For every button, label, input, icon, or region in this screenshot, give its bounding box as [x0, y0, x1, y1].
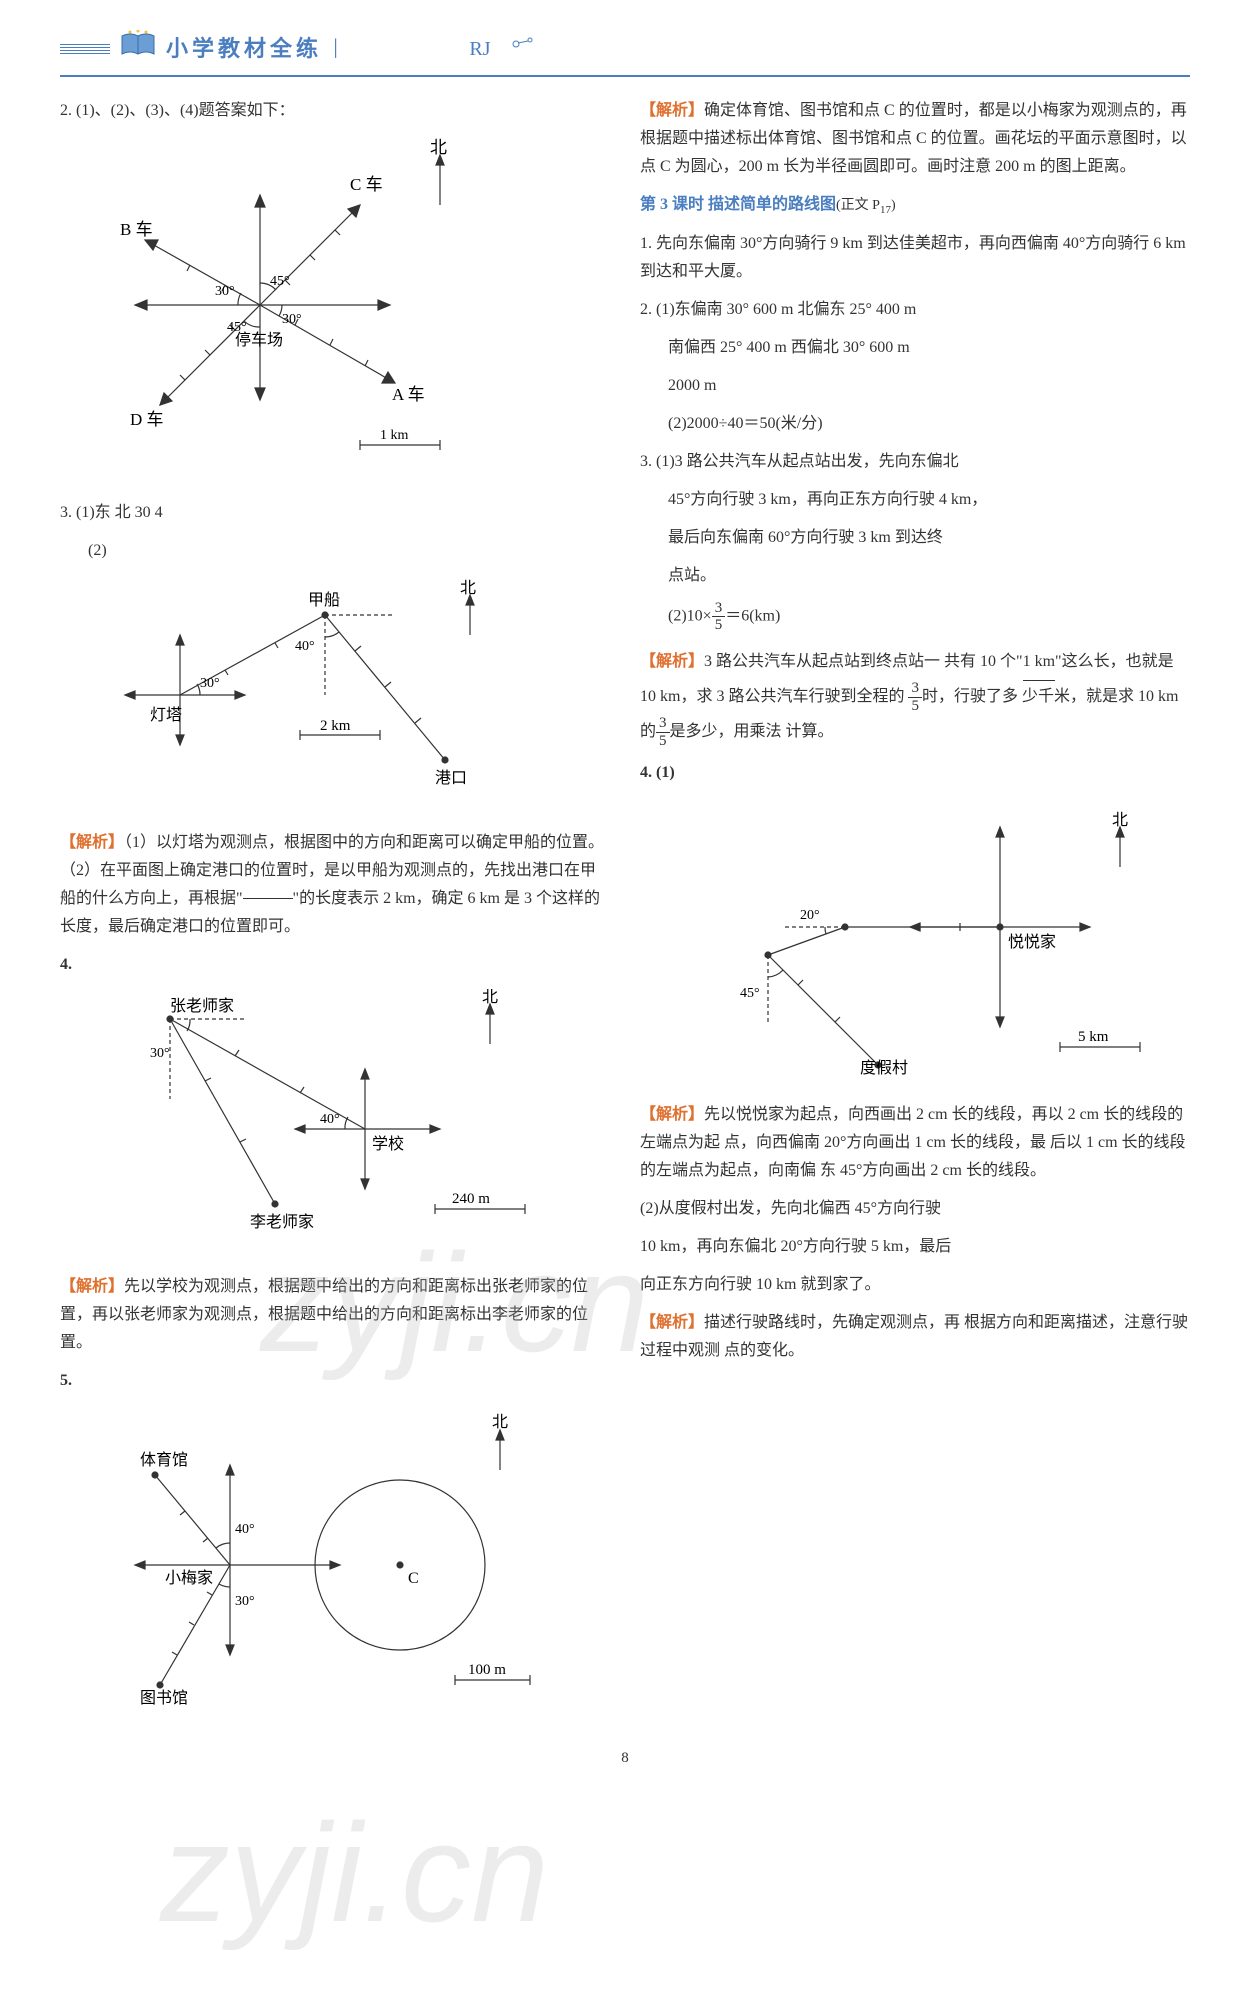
r-problem-4-num: 4. (1)	[640, 759, 1190, 787]
fig5-a40: 40°	[235, 1522, 255, 1537]
analysis-top-right: 【解析】确定体育馆、图书馆和点 C 的位置时，都是以小梅家为观测点的，再根据题中…	[640, 97, 1190, 181]
header-lines-deco	[60, 44, 110, 54]
left-column: 2. (1)、(2)、(3)、(4)题答案如下：	[60, 97, 610, 1729]
watermark: zyji.cn	[160, 1750, 549, 1995]
page-number: 8	[60, 1745, 1190, 1771]
analysis-label: 【解析】	[640, 653, 704, 670]
right-column: 【解析】确定体育馆、图书馆和点 C 的位置时，都是以小梅家为观测点的，再根据题中…	[640, 97, 1190, 1729]
fig2-c-label: C 车	[350, 175, 383, 194]
fig3-a40: 40°	[295, 639, 315, 654]
r-problem-3-2: (2)10×35＝6(km)	[640, 600, 1190, 634]
fig2-scale: 1 km	[380, 428, 409, 443]
fig2-d-label: D 车	[130, 410, 164, 429]
problem-4-num: 4.	[60, 951, 610, 979]
fig5-c: C	[408, 1570, 419, 1587]
fig5-tushuguan: 图书馆	[140, 1689, 188, 1705]
fig4l-li: 李老师家	[250, 1213, 314, 1231]
header-title: 小学教材全练	[166, 30, 322, 69]
fig2-b-label: B 车	[120, 220, 153, 239]
problem-3-line2: (2)	[60, 537, 610, 565]
fig2-angle-45a: 45°	[270, 274, 290, 289]
r-problem-3-1a: 3. (1)3 路公共汽车从起点站出发，先向东偏北	[640, 448, 1190, 476]
fig4l-a40: 40°	[320, 1112, 340, 1127]
fig4r-yueyue: 悦悦家	[1008, 933, 1056, 951]
figure-5: 体育馆 北 40° 小梅家 C 30° 图书馆 100 m	[60, 1405, 610, 1715]
fig3-a30: 30°	[200, 676, 220, 691]
fig4l-north: 北	[482, 989, 498, 1006]
problem-2-text: 2. (1)、(2)、(3)、(4)题答案如下：	[60, 102, 295, 119]
book-icon	[120, 30, 156, 68]
analysis-label: 【解析】	[60, 1278, 124, 1295]
fig5-a30: 30°	[235, 1594, 255, 1609]
fig4r-north: 北	[1112, 811, 1128, 829]
blank-segment	[243, 898, 293, 899]
fig2-angle-45b: 45°	[227, 320, 247, 335]
km-underline: 1 km	[1023, 644, 1055, 679]
fig4l-scale: 240 m	[452, 1191, 490, 1207]
fig2-angle-30a: 30°	[215, 284, 235, 299]
problem-2: 2. (1)、(2)、(3)、(4)题答案如下：	[60, 97, 610, 125]
figure-2: C 车 北 B 车 A 车 D 车 停车场 30° 45° 30° 45° 1 …	[60, 135, 610, 485]
section-3-title: 第 3 课时 描述简单的路线图(正文 P17)	[640, 191, 1190, 220]
analysis-label: 【解析】	[640, 1106, 704, 1123]
header-divider: │	[330, 35, 341, 63]
r-problem-3-1c: 最后向东偏南 60°方向行驶 3 km 到达终	[640, 524, 1190, 552]
fig4l-xuexiao: 学校	[372, 1135, 404, 1153]
figure-3: 甲船 北 灯塔 港口 30° 40° 2 km	[60, 575, 610, 815]
fig2-a-label: A 车	[392, 385, 425, 404]
analysis-3: 【解析】（1）以灯塔为观测点，根据图中的方向和距离可以确定甲船的位置。（2）在平…	[60, 829, 610, 941]
r-analysis-5: 【解析】描述行驶路线时，先确定观测点，再 根据方向和距离描述，注意行驶过程中观测…	[640, 1309, 1190, 1365]
fig4l-zhang: 张老师家	[170, 997, 234, 1015]
analysis-label: 【解析】	[640, 1314, 704, 1331]
fig5-xiaomei: 小梅家	[165, 1569, 213, 1587]
r-analysis-3: 【解析】3 路公共汽车从起点站到终点站一 共有 10 个"1 km"这么长，也就…	[640, 644, 1190, 750]
section-ref: (正文 P17)	[836, 198, 896, 213]
problem-5-num: 5.	[60, 1367, 610, 1395]
fig3-gangkou: 港口	[435, 769, 467, 787]
fig3-dengta: 灯塔	[150, 706, 182, 724]
r-problem-1: 1. 先向东偏南 30°方向骑行 9 km 到达佳美超市，再向西偏南 40°方向…	[640, 230, 1190, 286]
fig3-scale: 2 km	[320, 718, 351, 734]
r-analysis-4: 【解析】先以悦悦家为起点，向西画出 2 cm 长的线段，再以 2 cm 长的线段…	[640, 1101, 1190, 1185]
r-problem-4-2a: (2)从度假村出发，先向北偏西 45°方向行驶	[640, 1195, 1190, 1223]
r-problem-2-3: 2000 m	[640, 372, 1190, 400]
fig5-scale: 100 m	[468, 1662, 506, 1678]
header-rj: RJ	[469, 32, 490, 67]
fig5-tiyuguan: 体育馆	[140, 1451, 188, 1469]
analysis-top-right-text: 确定体育馆、图书馆和点 C 的位置时，都是以小梅家为观测点的，再根据题中描述标出…	[640, 102, 1187, 175]
fig2-north: 北	[430, 138, 447, 157]
figure-4-right: 北 20° 45° 悦悦家 度假村 5 km	[640, 797, 1190, 1087]
r-problem-3-1b: 45°方向行驶 3 km，再向正东方向行驶 4 km，	[640, 486, 1190, 514]
analysis-label: 【解析】	[640, 102, 704, 119]
r-problem-2-4: (2)2000÷40＝50(米/分)	[640, 410, 1190, 438]
r-problem-2-1: 2. (1)东偏南 30° 600 m 北偏东 25° 400 m	[640, 296, 1190, 324]
fig4r-a45: 45°	[740, 986, 760, 1001]
fig4l-a30: 30°	[150, 1046, 170, 1061]
fig4r-scale: 5 km	[1078, 1029, 1109, 1045]
analysis-4-left: 【解析】先以学校为观测点，根据题中给出的方向和距离标出张老师家的位置，再以张老师…	[60, 1273, 610, 1357]
r-problem-4-2b: 10 km，再向东偏北 20°方向行驶 5 km，最后	[640, 1233, 1190, 1261]
analysis-4-left-text: 先以学校为观测点，根据题中给出的方向和距离标出张老师家的位置，再以张老师家为观测…	[60, 1278, 588, 1351]
problem-3-line1: 3. (1)东 北 30 4	[60, 499, 610, 527]
fig4r-dujiacun: 度假村	[860, 1059, 908, 1077]
figure-4-left: 张老师家 北 30° 40° 学校 李老师家 240 m	[60, 989, 610, 1259]
section-title-text: 第 3 课时 描述简单的路线图	[640, 196, 836, 213]
r-problem-2-2: 南偏西 25° 400 m 西偏北 30° 600 m	[640, 334, 1190, 362]
header-deco-icon	[510, 34, 540, 64]
fig2-angle-30b: 30°	[282, 312, 302, 327]
fig3-north: 北	[460, 579, 476, 597]
fig5-north: 北	[492, 1413, 508, 1431]
fig4r-a20: 20°	[800, 908, 820, 923]
page-header: 小学教材全练 │ RJ	[60, 30, 1190, 77]
r-problem-4-2c: 向正东方向行驶 10 km 就到家了。	[640, 1271, 1190, 1299]
r-problem-3-1d: 点站。	[640, 562, 1190, 590]
fig3-jiachuan: 甲船	[308, 591, 340, 609]
analysis-label: 【解析】	[60, 834, 124, 851]
